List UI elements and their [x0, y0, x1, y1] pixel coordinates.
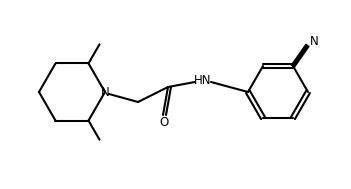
Text: HN: HN [194, 74, 212, 88]
Text: N: N [310, 35, 319, 48]
Text: O: O [159, 115, 168, 129]
Text: N: N [101, 85, 110, 98]
